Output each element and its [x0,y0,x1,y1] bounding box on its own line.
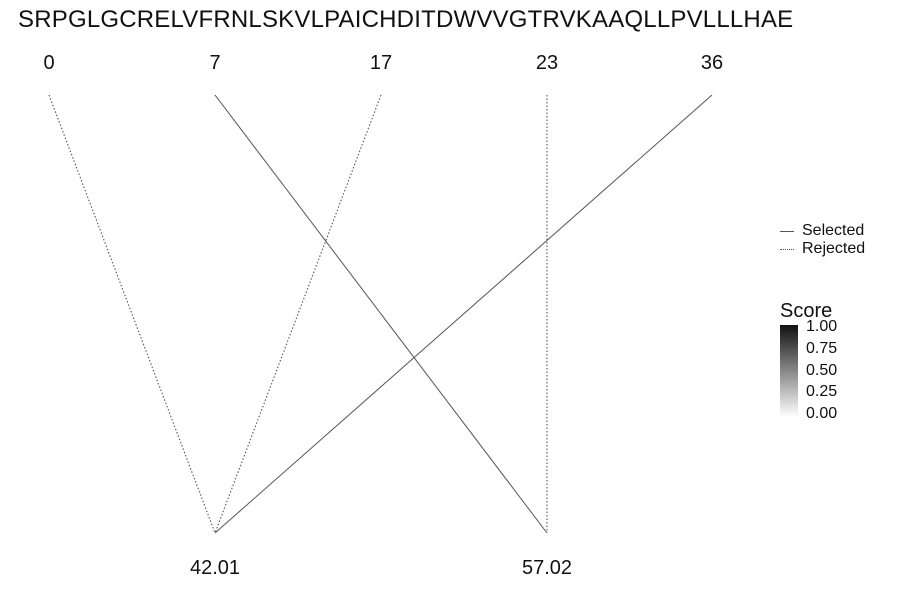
top-position-label: 7 [209,52,221,74]
connection-line-selected [214,94,713,534]
top-position-label: 23 [535,52,559,74]
connection-line-rejected [48,94,216,534]
colorbar-tick: 0.00 [806,405,838,422]
connection-line-selected [214,94,548,534]
colorbar-tick: 0.25 [806,383,838,400]
colorbar-tick: 0.50 [806,362,838,379]
colorbar-title: Score [780,300,833,322]
solid-line-icon [780,230,794,232]
legend-entry-selected: Selected [780,222,865,240]
line-legend: Selected Rejected [780,222,865,258]
legend-entry-rejected: Rejected [780,240,865,258]
sequence-title: SRPGLGCRELVFRNLSKVLPAICHDITDWVVGTRVKAAQL… [18,6,794,33]
colorbar-tick: 0.75 [806,340,838,357]
top-position-label: 0 [43,52,55,74]
colorbar-tick: 1.00 [806,318,838,335]
colorbar-gradient [780,325,798,417]
connection-line-rejected [214,94,382,534]
top-position-label: 36 [700,52,724,74]
score-colorbar: Score 1.00 0.75 0.50 0.25 0.00 [780,300,837,422]
bottom-value-label: 42.01 [189,557,241,579]
legend-label: Rejected [802,240,866,257]
legend-label: Selected [802,222,865,239]
dotted-line-icon [780,248,794,250]
top-position-label: 17 [369,52,393,74]
bottom-value-label: 57.02 [521,557,573,579]
